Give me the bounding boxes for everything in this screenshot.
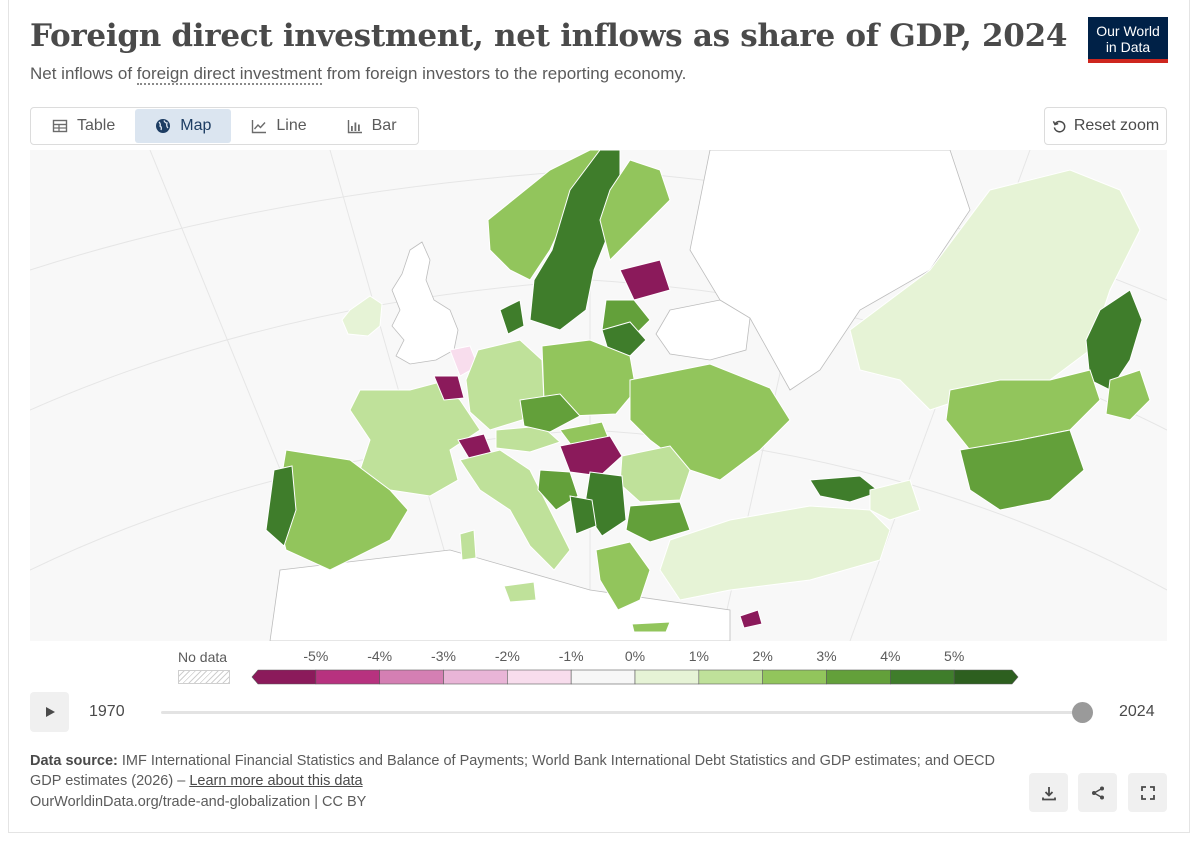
color-legend: -5% -4% -3% -2% -1% 0% 1% 2% 3% 4% 5% (250, 648, 1025, 688)
legend-tick-label: -2% (494, 648, 520, 664)
play-icon (45, 707, 55, 717)
legend-tick-label: 2% (752, 648, 773, 664)
learn-more-link[interactable]: Learn more about this data (189, 773, 363, 789)
choropleth-map[interactable] (30, 150, 1167, 641)
timeline-start-year: 1970 (89, 703, 125, 720)
timeline-end-year: 2024 (1119, 703, 1155, 720)
tab-line[interactable]: Line (231, 109, 326, 143)
country-belgium[interactable] (433, 375, 465, 401)
legend-tick-label: 0% (624, 648, 646, 664)
fdi-definition-link[interactable]: foreign direct investment (136, 64, 322, 85)
share-button[interactable] (1078, 773, 1117, 812)
legend-no-data-label: No data (178, 649, 228, 665)
country-kyrgyzstan[interactable] (1105, 369, 1151, 421)
legend-tick-label: 4% (880, 648, 901, 664)
chart-subtitle: Net inflows of foreign direct investment… (30, 64, 687, 85)
legend-tick-label: 1% (688, 648, 709, 664)
country-crete[interactable] (631, 621, 671, 633)
country-finland[interactable] (599, 159, 671, 261)
country-sicily[interactable] (503, 581, 537, 603)
legend-bin[interactable] (953, 669, 1019, 685)
legend-bin[interactable] (379, 669, 444, 685)
country-mongolia-east[interactable] (1085, 289, 1143, 391)
legend-bin[interactable] (315, 669, 380, 685)
legend-bin[interactable] (443, 669, 508, 685)
legend-tick-label: -4% (367, 648, 393, 664)
country-uk[interactable] (391, 241, 459, 365)
view-tabs: Table Map Line Bar (30, 107, 419, 145)
table-icon (52, 119, 68, 133)
legend-bin[interactable] (570, 669, 636, 685)
timeline-track[interactable] (161, 711, 1082, 714)
country-greece[interactable] (595, 541, 651, 611)
reset-icon (1052, 120, 1066, 133)
legend-bin[interactable] (251, 669, 317, 685)
country-sardinia[interactable] (459, 529, 477, 561)
legend-bin[interactable] (698, 669, 763, 685)
country-uzbekistan[interactable] (945, 369, 1101, 451)
legend-tick-label: 3% (816, 648, 837, 664)
country-georgia[interactable] (809, 475, 882, 503)
legend-no-data-swatch (178, 670, 230, 684)
legend-tick-label: -3% (431, 648, 456, 664)
tab-table[interactable]: Table (32, 109, 135, 143)
legend-bin[interactable] (634, 669, 700, 685)
line-chart-icon (252, 120, 267, 134)
legend-bin[interactable] (826, 669, 891, 685)
download-icon (1041, 786, 1056, 800)
fullscreen-button[interactable] (1128, 773, 1167, 812)
legend-bin[interactable] (762, 669, 827, 685)
chart-title: Foreign direct investment, net inflows a… (30, 18, 1068, 54)
country-bosnia[interactable] (569, 495, 597, 535)
country-cyprus[interactable] (739, 609, 763, 629)
legend-tick-label: -1% (558, 648, 584, 664)
country-portugal[interactable] (265, 465, 297, 547)
data-source: Data source: IMF International Financial… (30, 753, 995, 789)
timeline: 1970 2024 (30, 692, 1167, 732)
source-url: OurWorldinData.org/trade-and-globalizati… (30, 794, 367, 810)
country-turkey[interactable] (659, 505, 891, 601)
country-russia-west[interactable] (689, 150, 971, 391)
chart-frame (8, 0, 1190, 833)
country-hungary[interactable] (559, 435, 623, 477)
country-denmark[interactable] (499, 299, 525, 335)
legend-tick-label: -5% (303, 648, 329, 664)
globe-icon (156, 119, 171, 133)
country-turkmenistan[interactable] (959, 429, 1085, 511)
play-button[interactable] (30, 692, 69, 732)
tab-bar[interactable]: Bar (327, 109, 417, 143)
timeline-handle[interactable] (1072, 702, 1093, 723)
country-croatia[interactable] (537, 469, 579, 511)
country-north-africa[interactable] (269, 549, 731, 641)
country-latvia-estonia[interactable] (619, 259, 671, 301)
country-ireland[interactable] (341, 295, 383, 337)
country-czechia[interactable] (519, 393, 581, 433)
country-italy[interactable] (459, 449, 571, 571)
country-bulgaria[interactable] (625, 501, 691, 543)
fullscreen-icon (1140, 785, 1155, 800)
tab-map[interactable]: Map (135, 109, 232, 143)
legend-bin[interactable] (507, 669, 572, 685)
reset-zoom-button[interactable]: Reset zoom (1044, 107, 1167, 145)
download-button[interactable] (1029, 773, 1068, 812)
country-azerbaijan[interactable] (869, 479, 921, 521)
legend-bin[interactable] (890, 669, 955, 685)
country-sweden[interactable] (529, 150, 621, 331)
legend-tick-label: 5% (944, 648, 965, 664)
owid-logo[interactable]: Our World in Data (1088, 17, 1168, 63)
share-icon (1091, 786, 1104, 799)
bar-chart-icon (347, 120, 362, 134)
